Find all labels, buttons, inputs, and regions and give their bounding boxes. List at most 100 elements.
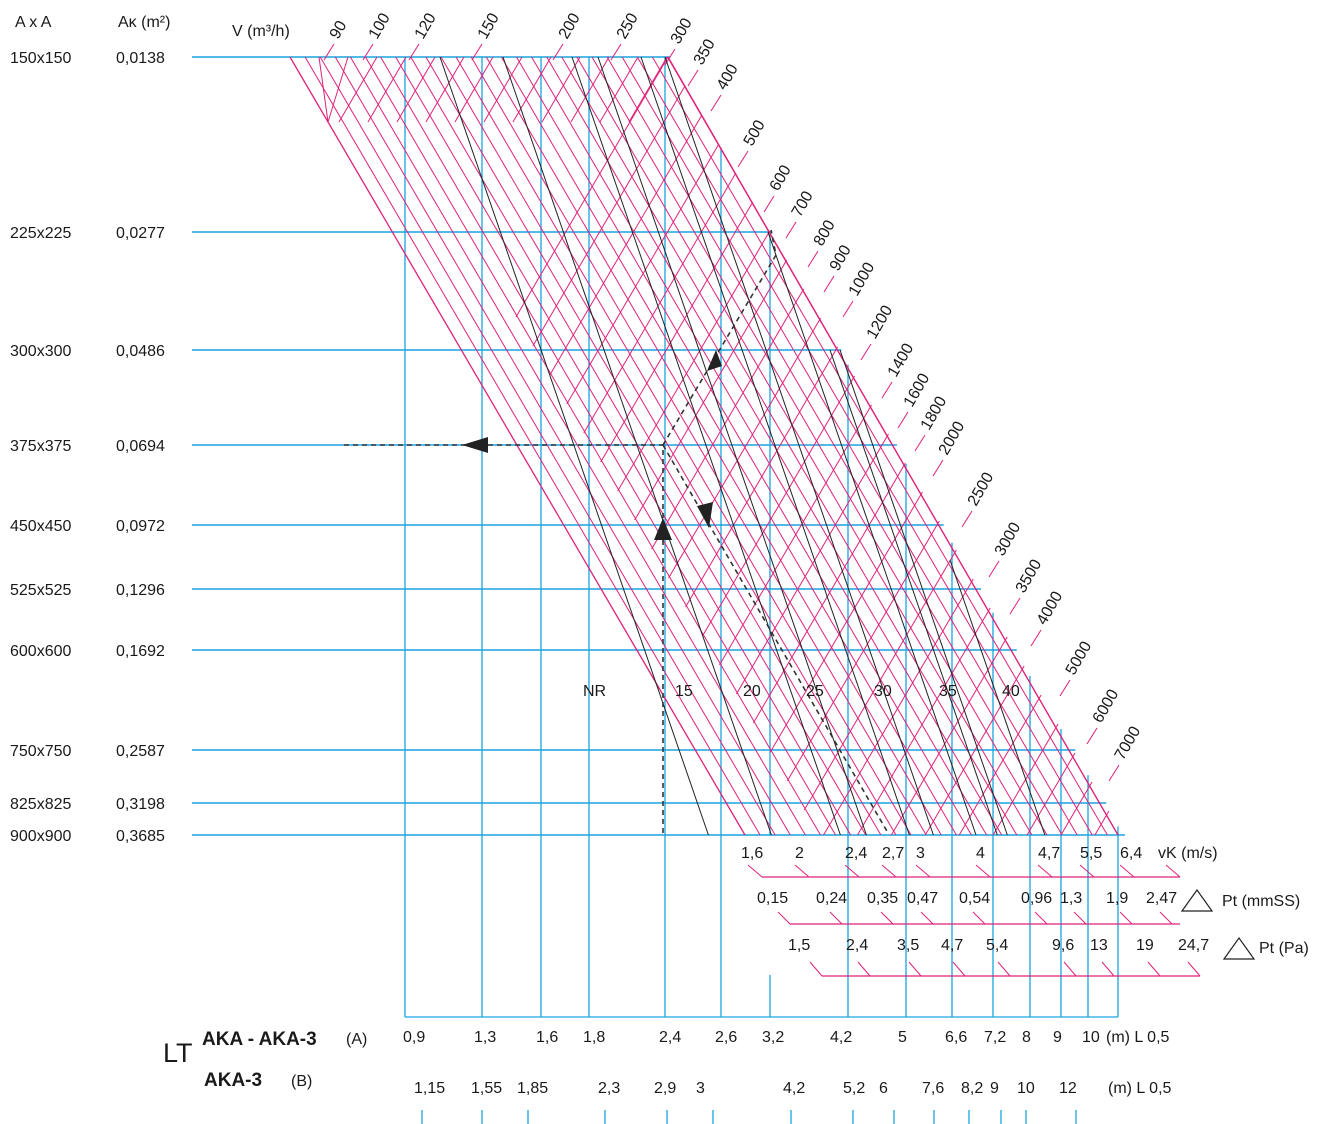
throw-b-tag: (B) — [291, 1073, 312, 1090]
flow-cross-line — [634, 259, 788, 521]
throw-a-unit: (m) L 0,5 — [1106, 1029, 1170, 1046]
size-label: 750x750 — [10, 743, 71, 760]
flow-value-label: 1000 — [846, 260, 879, 299]
pressure-pa-value: 19 — [1136, 937, 1154, 954]
pressure-mmss-value: 0,15 — [757, 890, 788, 907]
flow-cross-line — [651, 288, 805, 550]
velocity-value: 3 — [916, 845, 925, 862]
flow-parallel-line — [425, 56, 882, 836]
flow-value-tick — [1009, 597, 1021, 615]
velocity-tick — [915, 864, 931, 878]
flow-cross-line — [338, 56, 378, 123]
flow-value-tick — [785, 221, 797, 239]
throw-a-value: 9 — [1053, 1029, 1062, 1046]
velocity-tick — [1119, 864, 1135, 878]
nr-value-label: 30 — [874, 683, 892, 700]
area-label: 0,3198 — [116, 796, 165, 813]
flow-cross-line — [549, 114, 703, 376]
pressure-mmss-value: 1,9 — [1106, 890, 1128, 907]
pressure-mmss-value: 1,3 — [1060, 890, 1082, 907]
flow-cross-line — [600, 201, 754, 463]
arrowhead-up — [654, 518, 672, 540]
arrowhead-down — [697, 502, 713, 528]
pressure-mmss-value: 0,96 — [1021, 890, 1052, 907]
flow-cross-line — [483, 56, 523, 123]
flow-value-tick — [1030, 629, 1042, 647]
area-label: 0,0972 — [116, 518, 165, 535]
pressure-pa-value: 3,5 — [897, 937, 919, 954]
throw-b-value: 12 — [1059, 1080, 1077, 1097]
flow-value-tick — [842, 300, 854, 318]
flow-parallel-line — [304, 56, 761, 836]
flow-parallel-line — [561, 56, 1018, 836]
flow-parallel-line — [349, 56, 806, 836]
throw-b-value: 10 — [1017, 1080, 1035, 1097]
flow-value-label: 150 — [475, 10, 503, 42]
nr-line — [839, 349, 1008, 836]
flow-value-label: 4000 — [1034, 589, 1067, 628]
flow-value-tick — [471, 43, 483, 61]
flow-parallel-line — [319, 56, 776, 836]
flow-value-label: 100 — [366, 10, 394, 42]
flow-value-label: 2000 — [936, 419, 969, 458]
throw-b-value: 2,9 — [654, 1080, 676, 1097]
pressure-pa-value: 9,6 — [1052, 937, 1074, 954]
velocity-tick — [747, 864, 763, 878]
size-label: 225x225 — [10, 225, 71, 242]
throw-b-label: AKA-3 — [204, 1070, 262, 1091]
nr-label: NR — [583, 683, 606, 700]
bottom-scales-layer: 1,6 2 2,4 2,7 3 4 4,7 5,5 6,4 0,15 0,24 0,35 0,47 0,5… — [403, 845, 1256, 1124]
throw-a-value: 4,2 — [830, 1029, 852, 1046]
arrowhead-left — [462, 437, 488, 453]
flow-cross-line — [685, 346, 839, 608]
pressure-mmss-value: 0,54 — [959, 890, 990, 907]
flow-cross-line — [958, 694, 1042, 836]
nr-value-label: 35 — [939, 683, 957, 700]
flow-cross-line — [396, 56, 436, 123]
area-label: 0,0694 — [116, 438, 165, 455]
flow-value-tick — [914, 434, 926, 452]
size-label: 450x450 — [10, 518, 71, 535]
flow-value-label: 7000 — [1112, 724, 1145, 763]
example-path-down — [662, 444, 889, 834]
flow-cross-line — [583, 172, 737, 434]
throw-b-unit: (m) L 0,5 — [1108, 1080, 1172, 1097]
area-column-header: Aκ (m²) — [118, 14, 170, 31]
flow-cross-line — [570, 56, 610, 123]
flow-cross-line — [1060, 781, 1093, 836]
flow-value-label: 5000 — [1063, 639, 1096, 678]
throw-b-value: 5,2 — [843, 1080, 865, 1097]
flow-value-label: 900 — [827, 242, 855, 274]
velocity-value: 5,5 — [1080, 845, 1102, 862]
pressure-mmss-value: 0,24 — [816, 890, 847, 907]
example-path-vertical — [340, 444, 664, 833]
throw-a-value: 0,9 — [403, 1029, 425, 1046]
throw-a-value: 1,6 — [536, 1029, 558, 1046]
throw-a-value: 5 — [898, 1029, 907, 1046]
flow-value-label: 500 — [741, 117, 769, 149]
flow-parallel-line — [410, 56, 867, 836]
flow-value-tick — [1108, 764, 1120, 782]
pressure-pa-tick — [1187, 961, 1201, 977]
flow-value-tick — [362, 43, 374, 61]
flow-value-tick — [988, 560, 1000, 578]
flow-parallel-line — [365, 56, 821, 836]
flow-value-tick — [737, 150, 749, 168]
throw-b-value: 9 — [990, 1080, 999, 1097]
flow-value-tick — [897, 411, 909, 429]
flow-cross-line — [541, 56, 581, 123]
nr-value-label: 40 — [1002, 683, 1020, 700]
velocity-value: 2,7 — [882, 845, 904, 862]
flow-value-label: 200 — [556, 10, 584, 42]
flow-cross-line — [702, 375, 855, 637]
velocity-value: 6,4 — [1120, 845, 1142, 862]
flow-parallel-line — [470, 56, 927, 836]
flow-lines-layer — [289, 43, 1120, 836]
flow-parallel-line — [591, 56, 1048, 836]
pressure-pa-value: 24,7 — [1178, 937, 1209, 954]
pressure-pa-tick — [908, 961, 922, 977]
pressure-mmss-value: 2,47 — [1146, 890, 1177, 907]
flow-parallel-line — [636, 56, 1093, 836]
flow-value-tick — [932, 459, 944, 477]
throw-a-value: 2,4 — [659, 1029, 681, 1046]
